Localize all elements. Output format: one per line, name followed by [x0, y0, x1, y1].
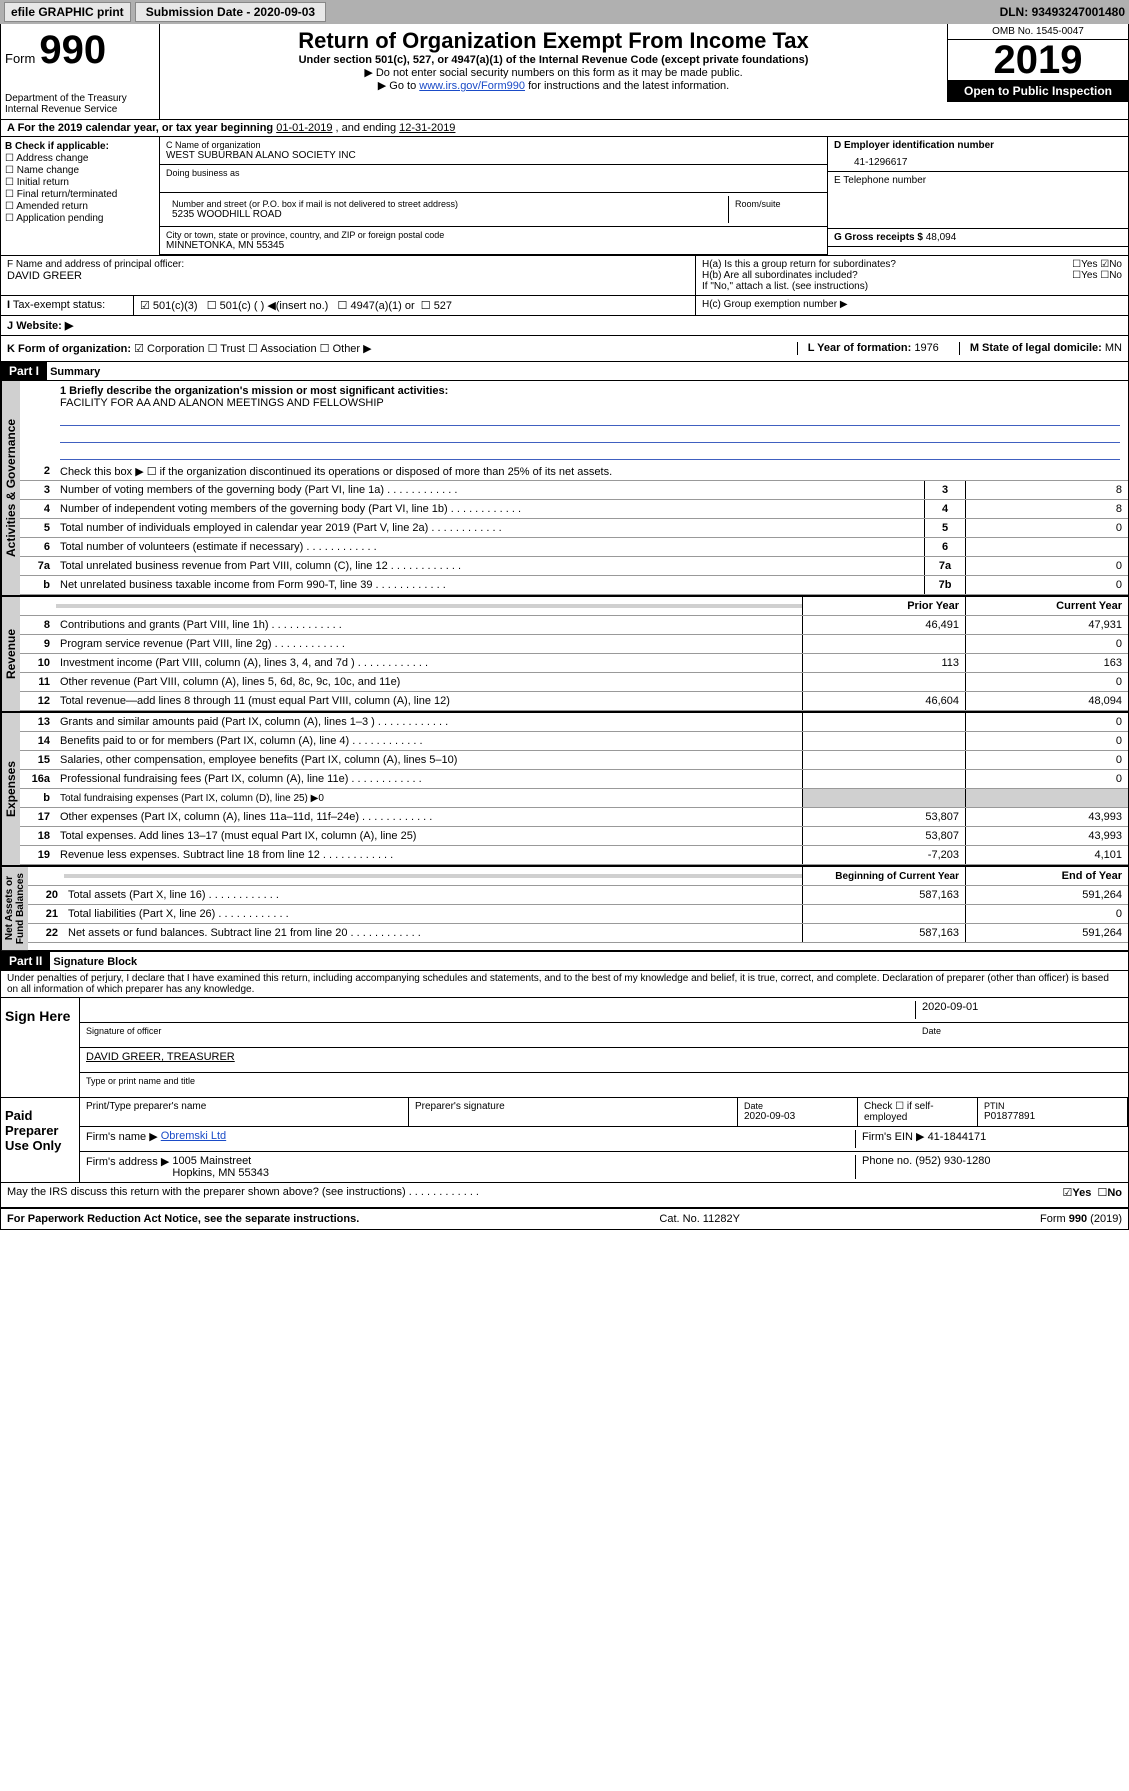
firm-ein: 41-1844171 [928, 1131, 987, 1143]
top-toolbar: efile GRAPHIC print Submission Date - 20… [0, 0, 1129, 24]
form-number: Form990 [5, 28, 155, 73]
line-5-value: 0 [965, 519, 1128, 537]
part-2-header: Part II [1, 952, 50, 970]
h-a: H(a) Is this a group return for subordin… [702, 259, 896, 270]
h-b: H(b) Are all subordinates included? [702, 270, 858, 281]
tab-governance: Activities & Governance [1, 381, 20, 595]
check-amended-return[interactable]: ☐ Amended return [5, 201, 155, 212]
line-6-value [965, 538, 1128, 556]
line-3-value: 8 [965, 481, 1128, 499]
tax-year: 2019 [948, 40, 1128, 80]
org-city: MINNETONKA, MN 55345 [166, 240, 821, 251]
paid-preparer-block: Paid Preparer Use Only Print/Type prepar… [1, 1097, 1128, 1182]
form-subtitle-1: Under section 501(c), 527, or 4947(a)(1)… [164, 54, 943, 66]
check-address-change[interactable]: ☐ Address change [5, 153, 155, 164]
box-b: B Check if applicable: ☐ Address change … [1, 137, 160, 255]
check-name-change[interactable]: ☐ Name change [5, 165, 155, 176]
org-name: WEST SUBURBAN ALANO SOCIETY INC [166, 150, 821, 161]
prep-date: 2020-09-03 [744, 1111, 851, 1122]
box-c: C Name of organizationWEST SUBURBAN ALAN… [160, 137, 827, 255]
tab-net-assets: Net Assets or Fund Balances [1, 867, 28, 950]
tab-expenses: Expenses [1, 713, 20, 865]
col-prior: Prior Year [802, 597, 965, 615]
tab-revenue: Revenue [1, 597, 20, 711]
dln-label: DLN: 93493247001480 [1000, 5, 1125, 19]
submission-date-button[interactable]: Submission Date - 2020-09-03 [135, 2, 326, 22]
dept-label: Department of the Treasury Internal Reve… [5, 93, 155, 115]
sign-here-block: Sign Here 2020-09-01 Signature of office… [1, 997, 1128, 1097]
form-subtitle-3: ▶ Go to www.irs.gov/Form990 for instruct… [164, 79, 943, 92]
form-header: Form990 Department of the Treasury Inter… [0, 24, 1129, 120]
efile-label[interactable]: efile GRAPHIC print [4, 2, 131, 22]
part-1-header: Part I [1, 362, 47, 380]
col-end: End of Year [965, 867, 1128, 885]
k-row: K Form of organization: ☑ Corporation ☐ … [1, 336, 1128, 362]
officer-name: DAVID GREER, TREASURER [86, 1051, 235, 1069]
col-current: Current Year [965, 597, 1128, 615]
gross-receipts: G Gross receipts $ 48,094 [828, 229, 1128, 247]
principal-officer: DAVID GREER [7, 270, 689, 282]
check-initial-return[interactable]: ☐ Initial return [5, 177, 155, 188]
sign-date: 2020-09-01 [915, 1001, 1122, 1019]
ein: 41-1296617 [834, 151, 1122, 168]
firm-address: 1005 Mainstreet [172, 1155, 251, 1167]
line-7a-value: 0 [965, 557, 1128, 575]
form-title: Return of Organization Exempt From Incom… [164, 28, 943, 54]
mission: 1 Briefly describe the organization's mi… [20, 381, 1128, 460]
discuss-question: May the IRS discuss this return with the… [7, 1186, 479, 1204]
line-7b-value: 0 [965, 576, 1128, 594]
org-address: 5235 WOODHILL ROAD [172, 209, 722, 220]
firm-link[interactable]: Obremski Ltd [161, 1130, 226, 1148]
line-4-value: 8 [965, 500, 1128, 518]
page-footer: For Paperwork Reduction Act Notice, see … [1, 1208, 1128, 1229]
box-d-e-g: D Employer identification number41-12966… [827, 137, 1128, 255]
col-beginning: Beginning of Current Year [802, 867, 965, 885]
form-subtitle-2: ▶ Do not enter social security numbers o… [164, 66, 943, 79]
check-final-return[interactable]: ☐ Final return/terminated [5, 189, 155, 200]
irs-link[interactable]: www.irs.gov/Form990 [419, 80, 525, 92]
tax-year-line: A For the 2019 calendar year, or tax yea… [1, 120, 1128, 137]
penalty-statement: Under penalties of perjury, I declare th… [1, 971, 1128, 997]
website-label: Website: ▶ [16, 320, 73, 332]
check-application-pending[interactable]: ☐ Application pending [5, 213, 155, 224]
ptin: P01877891 [984, 1111, 1121, 1122]
h-c: H(c) Group exemption number ▶ [696, 296, 1128, 315]
firm-phone: (952) 930-1280 [915, 1155, 990, 1167]
open-to-public: Open to Public Inspection [948, 80, 1128, 102]
